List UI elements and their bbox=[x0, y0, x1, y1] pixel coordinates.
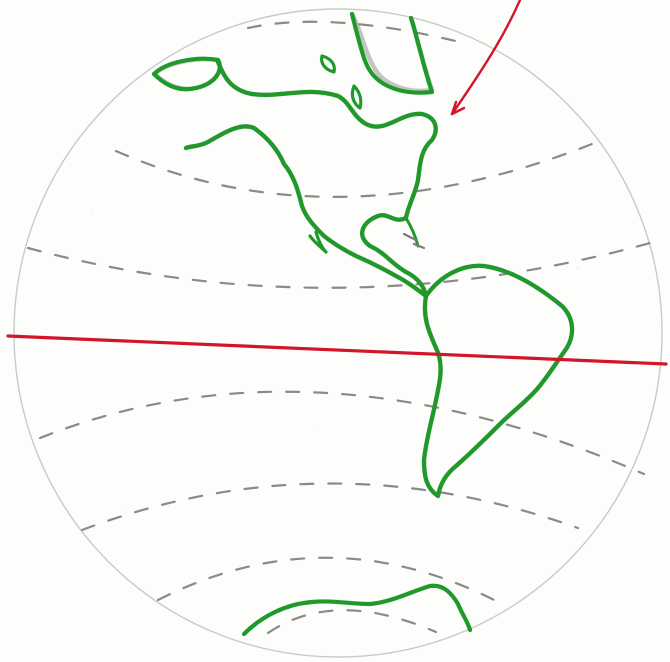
paper-texture bbox=[90, 117, 613, 514]
globe-outline bbox=[13, 8, 663, 658]
hudson-bay-detail bbox=[320, 54, 363, 110]
latitude-line bbox=[156, 556, 502, 605]
latitude-line bbox=[114, 138, 604, 198]
gulf-coast-detail bbox=[404, 216, 420, 248]
latitude-line bbox=[26, 241, 652, 289]
latitude-line bbox=[266, 609, 438, 635]
coastline-pencil-underlay bbox=[151, 11, 575, 499]
latitude-line bbox=[246, 20, 470, 46]
baja-coastline bbox=[308, 230, 328, 254]
latitude-line bbox=[38, 390, 646, 476]
north-america-coastline bbox=[183, 59, 438, 299]
caribbean-islands bbox=[402, 232, 426, 250]
dashed-latitude-lines bbox=[26, 20, 652, 635]
equator-line bbox=[6, 334, 668, 366]
greenland-coastline bbox=[349, 11, 435, 95]
latitude-line bbox=[80, 482, 580, 532]
south-america-coastline bbox=[421, 263, 575, 499]
alaska-coastline bbox=[151, 56, 222, 92]
pointer-arrow bbox=[450, 0, 522, 116]
antarctica-coastline bbox=[241, 583, 473, 637]
